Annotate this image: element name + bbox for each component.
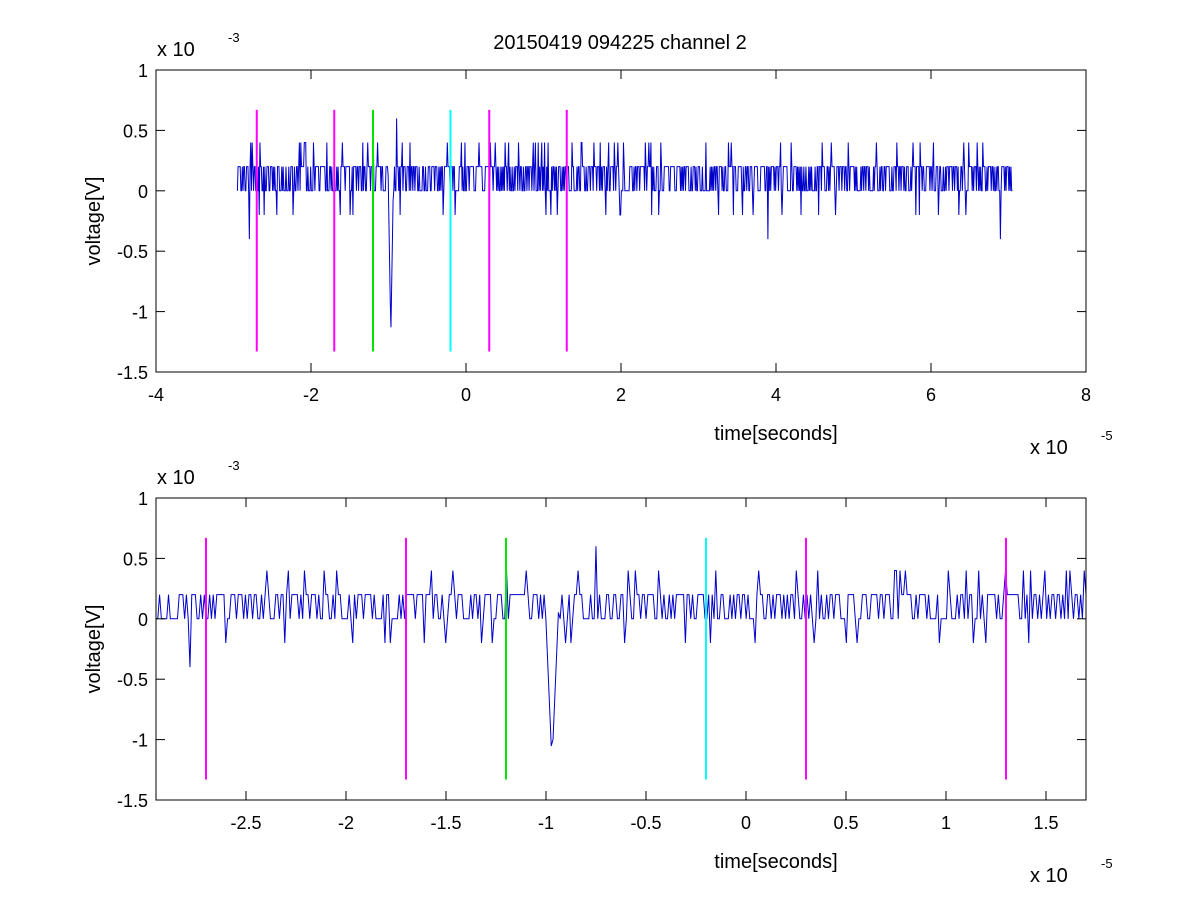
y-exponent-multiplier: x 10 [157, 39, 195, 61]
x-exponent-power: -5 [1101, 428, 1113, 443]
y-tick-label: -0.5 [117, 242, 148, 262]
y-exponent-power: -3 [228, 30, 240, 45]
y-exponent-power: -3 [228, 458, 240, 473]
y-axis-label: voltage[V] [83, 605, 105, 694]
x-exponent-multiplier: x 10 [1030, 437, 1068, 459]
axes-box [155, 69, 1087, 373]
y-tick-label: 1 [138, 489, 148, 509]
x-tick-label: 4 [771, 385, 781, 405]
x-tick-label: 8 [1081, 385, 1091, 405]
x-axis-label: time[seconds] [714, 423, 837, 445]
x-tick-label: -0.5 [630, 813, 661, 833]
signal-series-line [236, 118, 1013, 328]
subplot-1: -4 -2 0 2 4 6 8 -1.5 -1 -0.5 0 0.5 1 time[seconds] vol… [83, 30, 1113, 459]
x-tick-label: 0.5 [833, 813, 858, 833]
x-tick-label: 0 [741, 813, 751, 833]
x-tick-label: -1.5 [430, 813, 461, 833]
x-exponent-multiplier: x 10 [1030, 865, 1068, 887]
x-tick-label: 2 [616, 385, 626, 405]
y-tick-label: -0.5 [117, 670, 148, 690]
x-tick-label: -1 [538, 813, 554, 833]
y-exponent-multiplier: x 10 [157, 467, 195, 489]
y-tick-label: -1.5 [117, 363, 148, 383]
x-tick-label: 1.5 [1033, 813, 1058, 833]
y-tick-label: -1 [132, 303, 148, 323]
figure-title: 20150419 094225 channel 2 [493, 32, 747, 54]
x-tick-label: -2 [303, 385, 319, 405]
y-axis-label: voltage[V] [83, 177, 105, 266]
x-tick-label: -4 [148, 385, 164, 405]
x-tick-label: -2 [338, 813, 354, 833]
y-tick-label: -1 [132, 731, 148, 751]
y-tick-label: 0 [138, 182, 148, 202]
x-exponent-power: -5 [1101, 856, 1113, 871]
x-tick-label: -2.5 [230, 813, 261, 833]
x-tick-label: 6 [926, 385, 936, 405]
y-tick-label: 0.5 [123, 121, 148, 141]
signal-series-line [156, 546, 1087, 747]
y-tick-label: -1.5 [117, 791, 148, 811]
y-tick-label: 1 [138, 61, 148, 81]
x-tick-label: 1 [941, 813, 951, 833]
y-tick-label: 0.5 [123, 549, 148, 569]
axes-box [155, 497, 1087, 801]
x-axis-label: time[seconds] [714, 851, 837, 873]
x-tick-label: 0 [461, 385, 471, 405]
y-tick-label: 0 [138, 610, 148, 630]
subplot-2: -2.5 -2 -1.5 -1 -0.5 0 0.5 1 1.5 -1.5 -1 -0.5 0 0.5 1 t… [83, 458, 1113, 887]
